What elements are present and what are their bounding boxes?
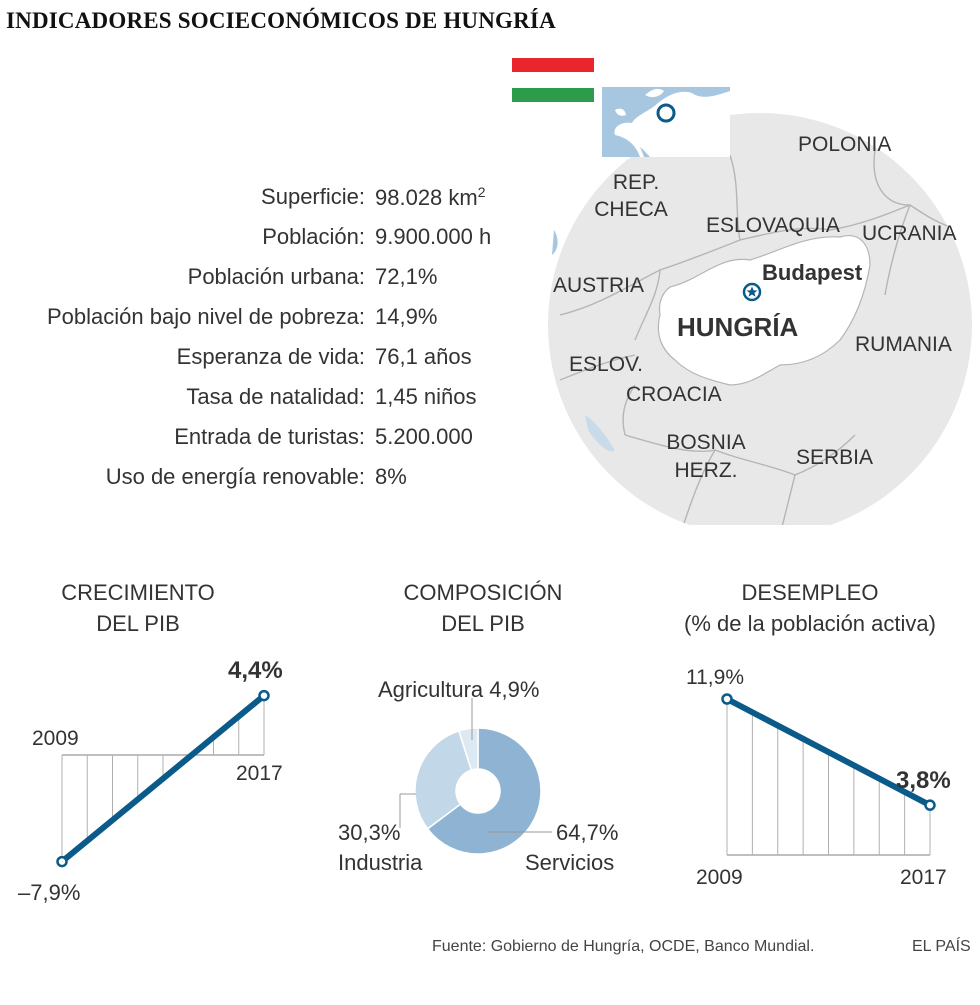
chart-title-line1: CRECIMIENTO (61, 580, 215, 605)
indicator-value-text: 72,1% (375, 264, 438, 289)
label-checa: CHECA (594, 198, 668, 221)
indicator-label: Superficie: (261, 184, 365, 209)
indicator-row: Uso de energía renovable: 8% (0, 464, 560, 504)
slice-label-agricultura: Agricultura 4,9% (378, 677, 539, 702)
value-label-start: 11,9% (686, 666, 744, 689)
footer-brand: EL PAÍS (912, 938, 971, 955)
indicator-label: Entrada de turistas: (174, 424, 365, 449)
chart-title-line1: COMPOSICIÓN (403, 580, 563, 605)
indicator-label: Población bajo nivel de pobreza: (46, 304, 365, 329)
indicator-row: Población bajo nivel de pobreza: 14,9% (0, 304, 560, 344)
indicator-value: 14,9% (375, 304, 437, 330)
indicator-value: 1,45 niños (375, 384, 477, 410)
label-ucrania: UCRANIA (862, 222, 957, 245)
indicator-label: Tasa de natalidad: (186, 384, 365, 409)
gdp-growth-chart: 2009 2017 –7,9% 4,4% (18, 657, 283, 905)
slice-pct-industria: 30,3% (338, 820, 400, 845)
indicator-value-text: 14,9% (375, 304, 438, 329)
indicator-value-superscript: 2 (477, 184, 486, 200)
chart-title-gdp-growth: CRECIMIENTO DEL PIB (18, 577, 258, 639)
label-herz: HERZ. (675, 459, 738, 482)
indicator-value-text: 8% (375, 464, 407, 489)
x-label-start: 2009 (32, 727, 79, 750)
slice-name-industria: Industria (338, 850, 423, 875)
indicator-value-text: 98.028 km (375, 185, 478, 210)
indicator-label: Población urbana: (187, 264, 365, 289)
label-hungria: HUNGRÍA (677, 312, 799, 342)
label-rep: REP. (613, 171, 659, 194)
label-eslov: ESLOV. (569, 353, 643, 376)
data-point (56, 855, 68, 868)
chart-title-line1: DESEMPLEO (741, 580, 879, 605)
indicator-row: Población: 9.900.000 h (0, 224, 560, 264)
label-croacia: CROACIA (626, 383, 722, 406)
indicator-row: Tasa de natalidad: 1,45 niños (0, 384, 560, 424)
label-eslovaquia: ESLOVAQUIA (706, 214, 840, 237)
indicator-value-text: 1,45 niños (375, 384, 477, 409)
label-budapest: Budapest (762, 260, 863, 285)
indicator-label: Esperanza de vida: (176, 344, 365, 369)
indicator-value-text: 9.900.000 h (375, 224, 492, 249)
label-rumania: RUMANIA (855, 333, 952, 356)
inset-hungary-marker (656, 103, 676, 123)
hungary-map: POLONIA REP. CHECA ESLOVAQUIA UCRANIA AU… (548, 87, 972, 525)
donut-slice-agricultura (457, 727, 479, 771)
footer-source: Fuente: Gobierno de Hungría, OCDE, Banco… (432, 938, 815, 955)
indicator-value: 5.200.000 (375, 424, 473, 450)
capital-star-icon (742, 282, 762, 302)
label-austria: AUSTRIA (553, 274, 644, 297)
x-label-start: 2009 (696, 866, 743, 889)
slice-name-servicios: Servicios (525, 850, 614, 875)
indicator-label: Población: (262, 224, 365, 249)
gdp-growth-line (60, 693, 266, 864)
indicator-row: Entrada de turistas: 5.200.000 (0, 424, 560, 464)
chart-title-unemployment: DESEMPLEO (% de la población activa) (640, 577, 980, 639)
hungary-flag-icon (512, 58, 594, 102)
indicator-value-text: 5.200.000 (375, 424, 473, 449)
slice-pct-servicios: 64,7% (556, 820, 618, 845)
label-bosnia: BOSNIA (666, 431, 745, 454)
indicator-row: Población urbana: 72,1% (0, 264, 560, 304)
chart-title-gdp-composition: COMPOSICIÓN DEL PIB (333, 577, 633, 639)
label-polonia: POLONIA (798, 133, 891, 156)
x-label-end: 2017 (236, 762, 283, 785)
value-label-end: 3,8% (896, 767, 951, 794)
hungary-shape (657, 235, 871, 386)
indicator-value: 8% (375, 464, 407, 490)
value-label-end: 4,4% (228, 657, 283, 684)
indicator-value: 72,1% (375, 264, 437, 290)
data-point (924, 799, 936, 811)
chart-title-line2: DEL PIB (96, 611, 180, 636)
x-label-end: 2017 (900, 866, 947, 889)
unemployment-line (725, 696, 932, 808)
data-point (721, 693, 733, 705)
data-point (258, 689, 270, 702)
value-label-start: –7,9% (18, 880, 80, 905)
indicator-value: 9.900.000 h (375, 224, 491, 250)
donut-slice-industria (414, 730, 473, 830)
gdp-composition-chart: Agricultura 4,9% 30,3% Industria 64,7% Servi… (338, 677, 618, 875)
page-title: INDICADORES SOCIECONÓMICOS DE HUNGRÍA (6, 8, 556, 33)
chart-title-line2: DEL PIB (441, 611, 525, 636)
indicator-value: 76,1 años (375, 344, 472, 370)
label-serbia: SERBIA (796, 446, 873, 469)
unemployment-chart: 11,9% 3,8% 2009 2017 (686, 666, 951, 889)
indicator-row: Esperanza de vida: 76,1 años (0, 344, 560, 384)
donut-slice-servicios (426, 727, 542, 855)
indicator-value: 98.028 km2 (375, 184, 486, 211)
indicator-value-text: 76,1 años (375, 344, 472, 369)
indicator-row: Superficie: 98.028 km2 (0, 184, 560, 224)
chart-title-line2: (% de la población activa) (684, 611, 936, 636)
indicator-label: Uso de energía renovable: (105, 464, 365, 489)
